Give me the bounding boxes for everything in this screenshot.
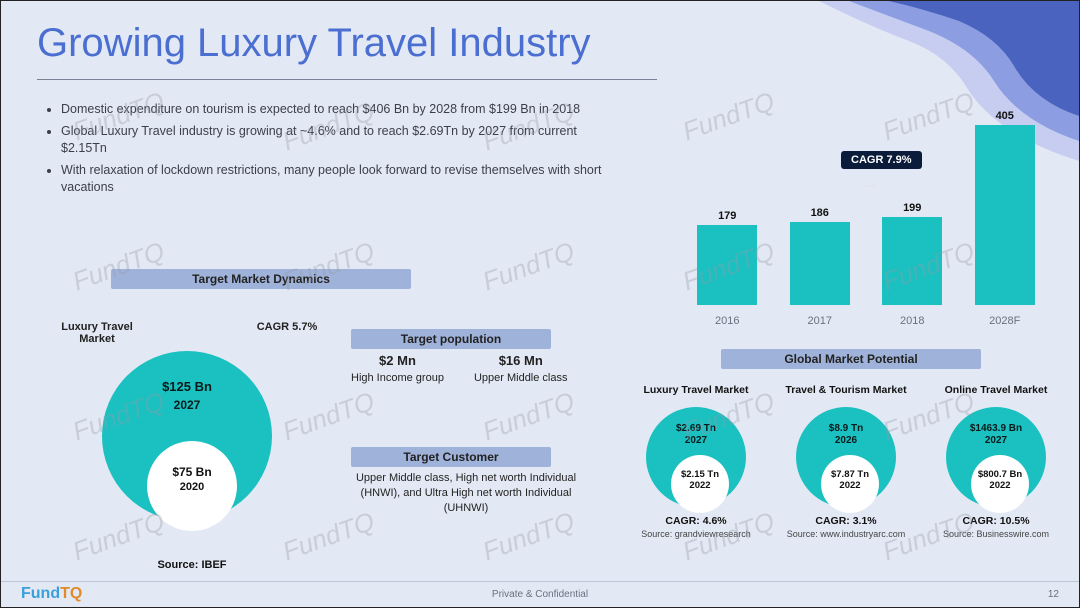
page-number: 12	[1048, 589, 1059, 600]
bullet-item: Global Luxury Travel industry is growing…	[61, 123, 607, 158]
bar-value: 405	[975, 110, 1035, 122]
bar-category-label: 2016	[697, 315, 757, 327]
tpop-col: $16 Mn Upper Middle class	[474, 353, 568, 384]
gmp-cagr: CAGR: 4.6%	[631, 515, 761, 527]
logo: FundTQ	[21, 585, 82, 603]
bar-value: 186	[790, 207, 850, 219]
bar	[975, 125, 1035, 305]
gmp-item: Online Travel Market $1463.9 Bn2027$800.7…	[931, 377, 1061, 539]
nested-label-left: Luxury Travel Market	[47, 321, 147, 345]
gmp-item: Luxury Travel Market $2.69 Tn2027$2.15 Tn…	[631, 377, 761, 539]
outer-year: 2027	[102, 398, 272, 412]
gmp-circle-wrap: $8.9 Tn2026$7.87 Tn2022	[791, 407, 901, 507]
gmp-inner-circle: $800.7 Bn2022	[971, 455, 1029, 513]
inner-value: $75 Bn	[172, 465, 211, 479]
bar-wrap: 179	[697, 210, 757, 305]
logo-part2: TQ	[60, 585, 82, 602]
gmp-circle-wrap: $2.69 Tn2027$2.15 Tn2022	[641, 407, 751, 507]
bar-value: 179	[697, 210, 757, 222]
bar-wrap: 199	[882, 202, 942, 305]
bar	[697, 225, 757, 305]
gmp-circle-wrap: $1463.9 Bn2027$800.7 Bn2022	[941, 407, 1051, 507]
bar	[882, 217, 942, 305]
tpop-label: High Income group	[351, 372, 444, 384]
nested-source: Source: IBEF	[47, 559, 337, 571]
bar-category-label: 2018	[882, 315, 942, 327]
bar-value: 199	[882, 202, 942, 214]
tpop-value: $2 Mn	[351, 353, 444, 368]
inner-year: 2020	[147, 481, 237, 493]
bar	[790, 222, 850, 305]
watermark: FundTQ	[479, 236, 579, 298]
luxury-market-nested-circle: Luxury Travel Market CAGR 5.7% $125 Bn 2…	[47, 311, 337, 571]
section-header-tmd: Target Market Dynamics	[111, 269, 411, 289]
gmp-source: Source: Businesswire.com	[931, 529, 1061, 539]
gmp-cagr: CAGR: 3.1%	[781, 515, 911, 527]
section-header-gmp: Global Market Potential	[721, 349, 981, 369]
logo-part1: Fund	[21, 585, 60, 602]
bar-wrap: 186	[790, 207, 850, 305]
gmp-source: Source: www.industryarc.com	[781, 529, 911, 539]
page-title: Growing Luxury Travel Industry	[37, 21, 591, 66]
bullet-item: Domestic expenditure on tourism is expec…	[61, 101, 607, 119]
title-underline	[37, 79, 657, 80]
bar-category-label: 2028F	[975, 315, 1035, 327]
bar-wrap: 405	[975, 110, 1035, 305]
nested-label-right: CAGR 5.7%	[247, 321, 327, 333]
bullet-list: Domestic expenditure on tourism is expec…	[47, 101, 607, 201]
outer-value: $125 Bn	[162, 379, 212, 394]
footer-center: Private & Confidential	[492, 589, 588, 600]
gmp-title: Online Travel Market	[931, 377, 1061, 403]
watermark: FundTQ	[479, 386, 579, 448]
footer: FundTQ Private & Confidential 12	[1, 581, 1079, 607]
tpop-label: Upper Middle class	[474, 372, 568, 384]
target-customer-text: Upper Middle class, High net worth Indiv…	[341, 471, 591, 516]
gmp-item: Travel & Tourism Market $8.9 Tn2026$7.87 …	[781, 377, 911, 539]
gmp-row: Luxury Travel Market $2.69 Tn2027$2.15 Tn…	[631, 377, 1061, 539]
gmp-source: Source: grandviewresearch	[631, 529, 761, 539]
bullet-item: With relaxation of lockdown restrictions…	[61, 162, 607, 197]
gmp-inner-circle: $2.15 Tn2022	[671, 455, 729, 513]
section-header-tpop: Target population	[351, 329, 551, 349]
gmp-inner-circle: $7.87 Tn2022	[821, 455, 879, 513]
gmp-title: Luxury Travel Market	[631, 377, 761, 403]
section-header-tcust: Target Customer	[351, 447, 551, 467]
inner-circle: $75 Bn 2020	[147, 441, 237, 531]
tpop-value: $16 Mn	[474, 353, 568, 368]
bar-category-label: 2017	[790, 315, 850, 327]
gmp-cagr: CAGR: 10.5%	[931, 515, 1061, 527]
target-population-block: $2 Mn High Income group $16 Mn Upper Mid…	[351, 353, 591, 384]
gmp-title: Travel & Tourism Market	[781, 377, 911, 403]
tpop-col: $2 Mn High Income group	[351, 353, 444, 384]
tourism-expenditure-bar-chart: CAGR 7.9% 179186199405 2016201720182028F	[681, 111, 1051, 331]
